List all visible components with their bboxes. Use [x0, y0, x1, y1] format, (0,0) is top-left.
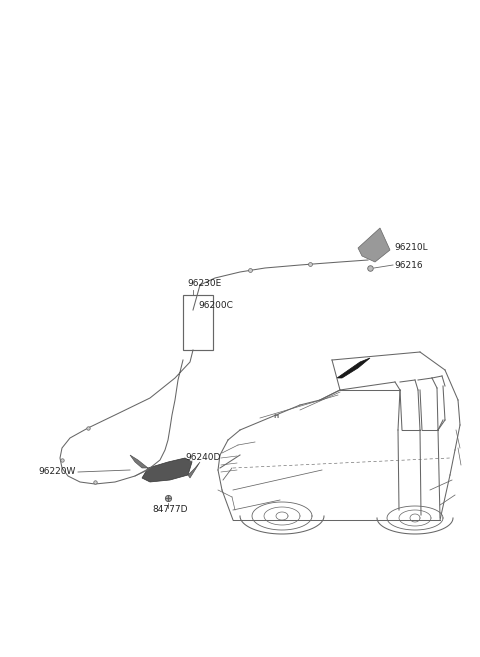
Polygon shape — [337, 358, 370, 378]
Polygon shape — [358, 228, 390, 262]
Polygon shape — [130, 455, 148, 468]
Text: 84777D: 84777D — [152, 505, 188, 514]
Text: H: H — [274, 413, 278, 419]
Text: 96240D: 96240D — [185, 453, 220, 463]
Polygon shape — [188, 462, 200, 478]
Text: 96216: 96216 — [394, 260, 422, 269]
Polygon shape — [142, 458, 192, 482]
Text: 96210L: 96210L — [394, 244, 428, 252]
Text: 96230E: 96230E — [187, 279, 221, 288]
Text: 96220W: 96220W — [38, 468, 75, 476]
Bar — [183, 295, 213, 350]
Text: 96200C: 96200C — [198, 300, 233, 309]
